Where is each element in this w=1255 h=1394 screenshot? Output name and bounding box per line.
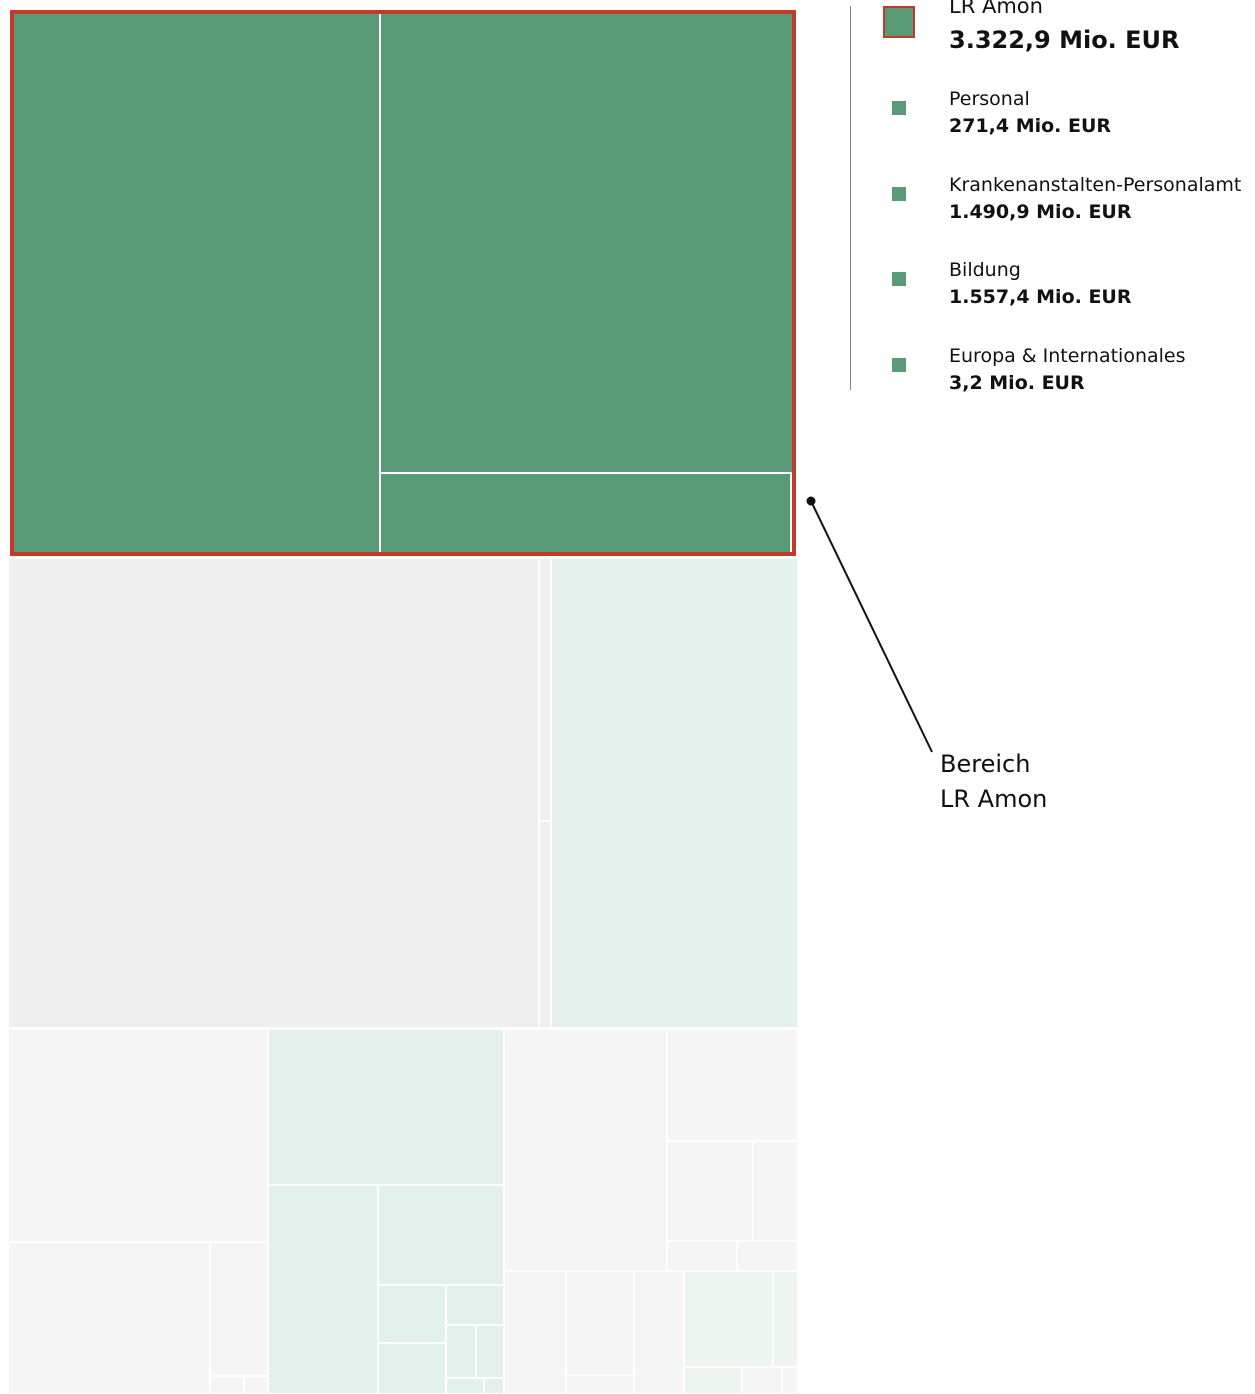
legend-item-name: Personal [949, 88, 1030, 110]
treemap-cell-other [782, 1367, 798, 1394]
treemap-cell-other [684, 1367, 742, 1394]
treemap-cell-other [539, 558, 551, 821]
legend-item-value: 271,4 Mio. EUR [949, 115, 1112, 137]
legend-group-swatch [883, 6, 915, 38]
treemap-cell-other [504, 1029, 667, 1271]
callout-label-line2: LR Amon [940, 785, 1048, 813]
treemap-cell-other [684, 1271, 773, 1367]
legend-item-name: Bildung [949, 259, 1021, 281]
legend-item-value: 1.557,4 Mio. EUR [949, 286, 1132, 308]
treemap-cell-other [737, 1241, 798, 1271]
treemap-cell-other [446, 1285, 504, 1325]
treemap-cell-other [8, 558, 539, 1028]
treemap-cell-bildung [10, 10, 380, 556]
legend-divider [850, 6, 851, 390]
treemap-cell-other [8, 1242, 210, 1394]
treemap-cell-other [476, 1325, 504, 1378]
legend-item-value: 3,2 Mio. EUR [949, 372, 1085, 394]
treemap-cell-other [667, 1241, 737, 1271]
treemap-cell-other [551, 558, 798, 1028]
treemap-cell-other [210, 1242, 268, 1376]
callout-label-line1: Bereich [940, 750, 1031, 778]
legend-item-name: Krankenanstalten-Personalamt [949, 174, 1242, 196]
treemap-cell-other [244, 1376, 268, 1394]
callout-line [810, 500, 933, 753]
treemap-cell-other [773, 1271, 798, 1367]
treemap-cell-other [268, 1185, 378, 1394]
treemap-cell-other [539, 821, 551, 1028]
treemap-cell-krankenanstalten-personalamt [380, 10, 796, 473]
treemap-cell-other [446, 1325, 476, 1378]
treemap-cell-other [753, 1141, 798, 1241]
treemap-cell-other [378, 1185, 504, 1285]
treemap-cell-other [667, 1141, 753, 1241]
treemap-cell-other [446, 1378, 484, 1394]
legend-group-value: 3.322,9 Mio. EUR [949, 26, 1180, 54]
treemap-cell-other [742, 1367, 782, 1394]
treemap [8, 8, 798, 1394]
legend-swatch [892, 187, 906, 201]
legend-swatch [892, 101, 906, 115]
treemap-cell-other [504, 1271, 566, 1394]
treemap-cell-personal [380, 473, 791, 556]
treemap-cell-other [566, 1271, 634, 1375]
legend-swatch [892, 272, 906, 286]
treemap-cell-other [210, 1376, 244, 1394]
treemap-cell-other [566, 1375, 634, 1394]
treemap-cell-other [378, 1343, 446, 1394]
treemap-cell-other [378, 1285, 446, 1343]
legend-item-value: 1.490,9 Mio. EUR [949, 201, 1132, 223]
legend-swatch [892, 358, 906, 372]
treemap-cell-other [8, 1029, 268, 1242]
legend-item-personal: Personal 271,4 Mio. EUR [892, 88, 1252, 148]
legend-item-krankenanstalten-personalamt: Krankenanstalten-Personalamt 1.490,9 Mio… [892, 174, 1252, 234]
treemap-cell-europa-internationales [791, 473, 796, 556]
treemap-cell-other [667, 1029, 798, 1141]
legend-group-name: LR Amon [949, 0, 1043, 18]
legend-item-name: Europa & Internationales [949, 345, 1186, 367]
treemap-cell-other [484, 1378, 504, 1394]
legend-item-europa-internationales: Europa & Internationales 3,2 Mio. EUR [892, 345, 1252, 405]
treemap-cell-other [634, 1271, 684, 1394]
callout-dot [806, 496, 816, 506]
treemap-cell-other [268, 1029, 504, 1185]
legend-item-bildung: Bildung 1.557,4 Mio. EUR [892, 259, 1252, 319]
